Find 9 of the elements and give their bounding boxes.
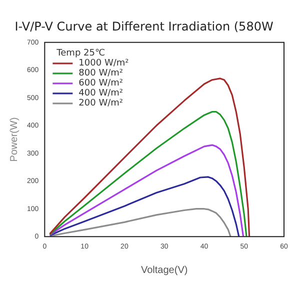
legend-label: 200 W/m²	[78, 98, 124, 109]
legend-label: 600 W/m²	[78, 78, 124, 89]
chart-title: I-V/P-V Curve at Different Irradiation (580W	[14, 19, 274, 34]
legend-label: 1000 W/m²	[78, 58, 130, 69]
legend-label: 400 W/m²	[78, 88, 124, 99]
legend-label: 800 W/m²	[78, 68, 124, 79]
legend-title: Temp 25℃	[56, 48, 106, 59]
x-axis-title: Voltage(V)	[140, 264, 188, 276]
y-axis-title: Power(W)	[8, 117, 20, 162]
